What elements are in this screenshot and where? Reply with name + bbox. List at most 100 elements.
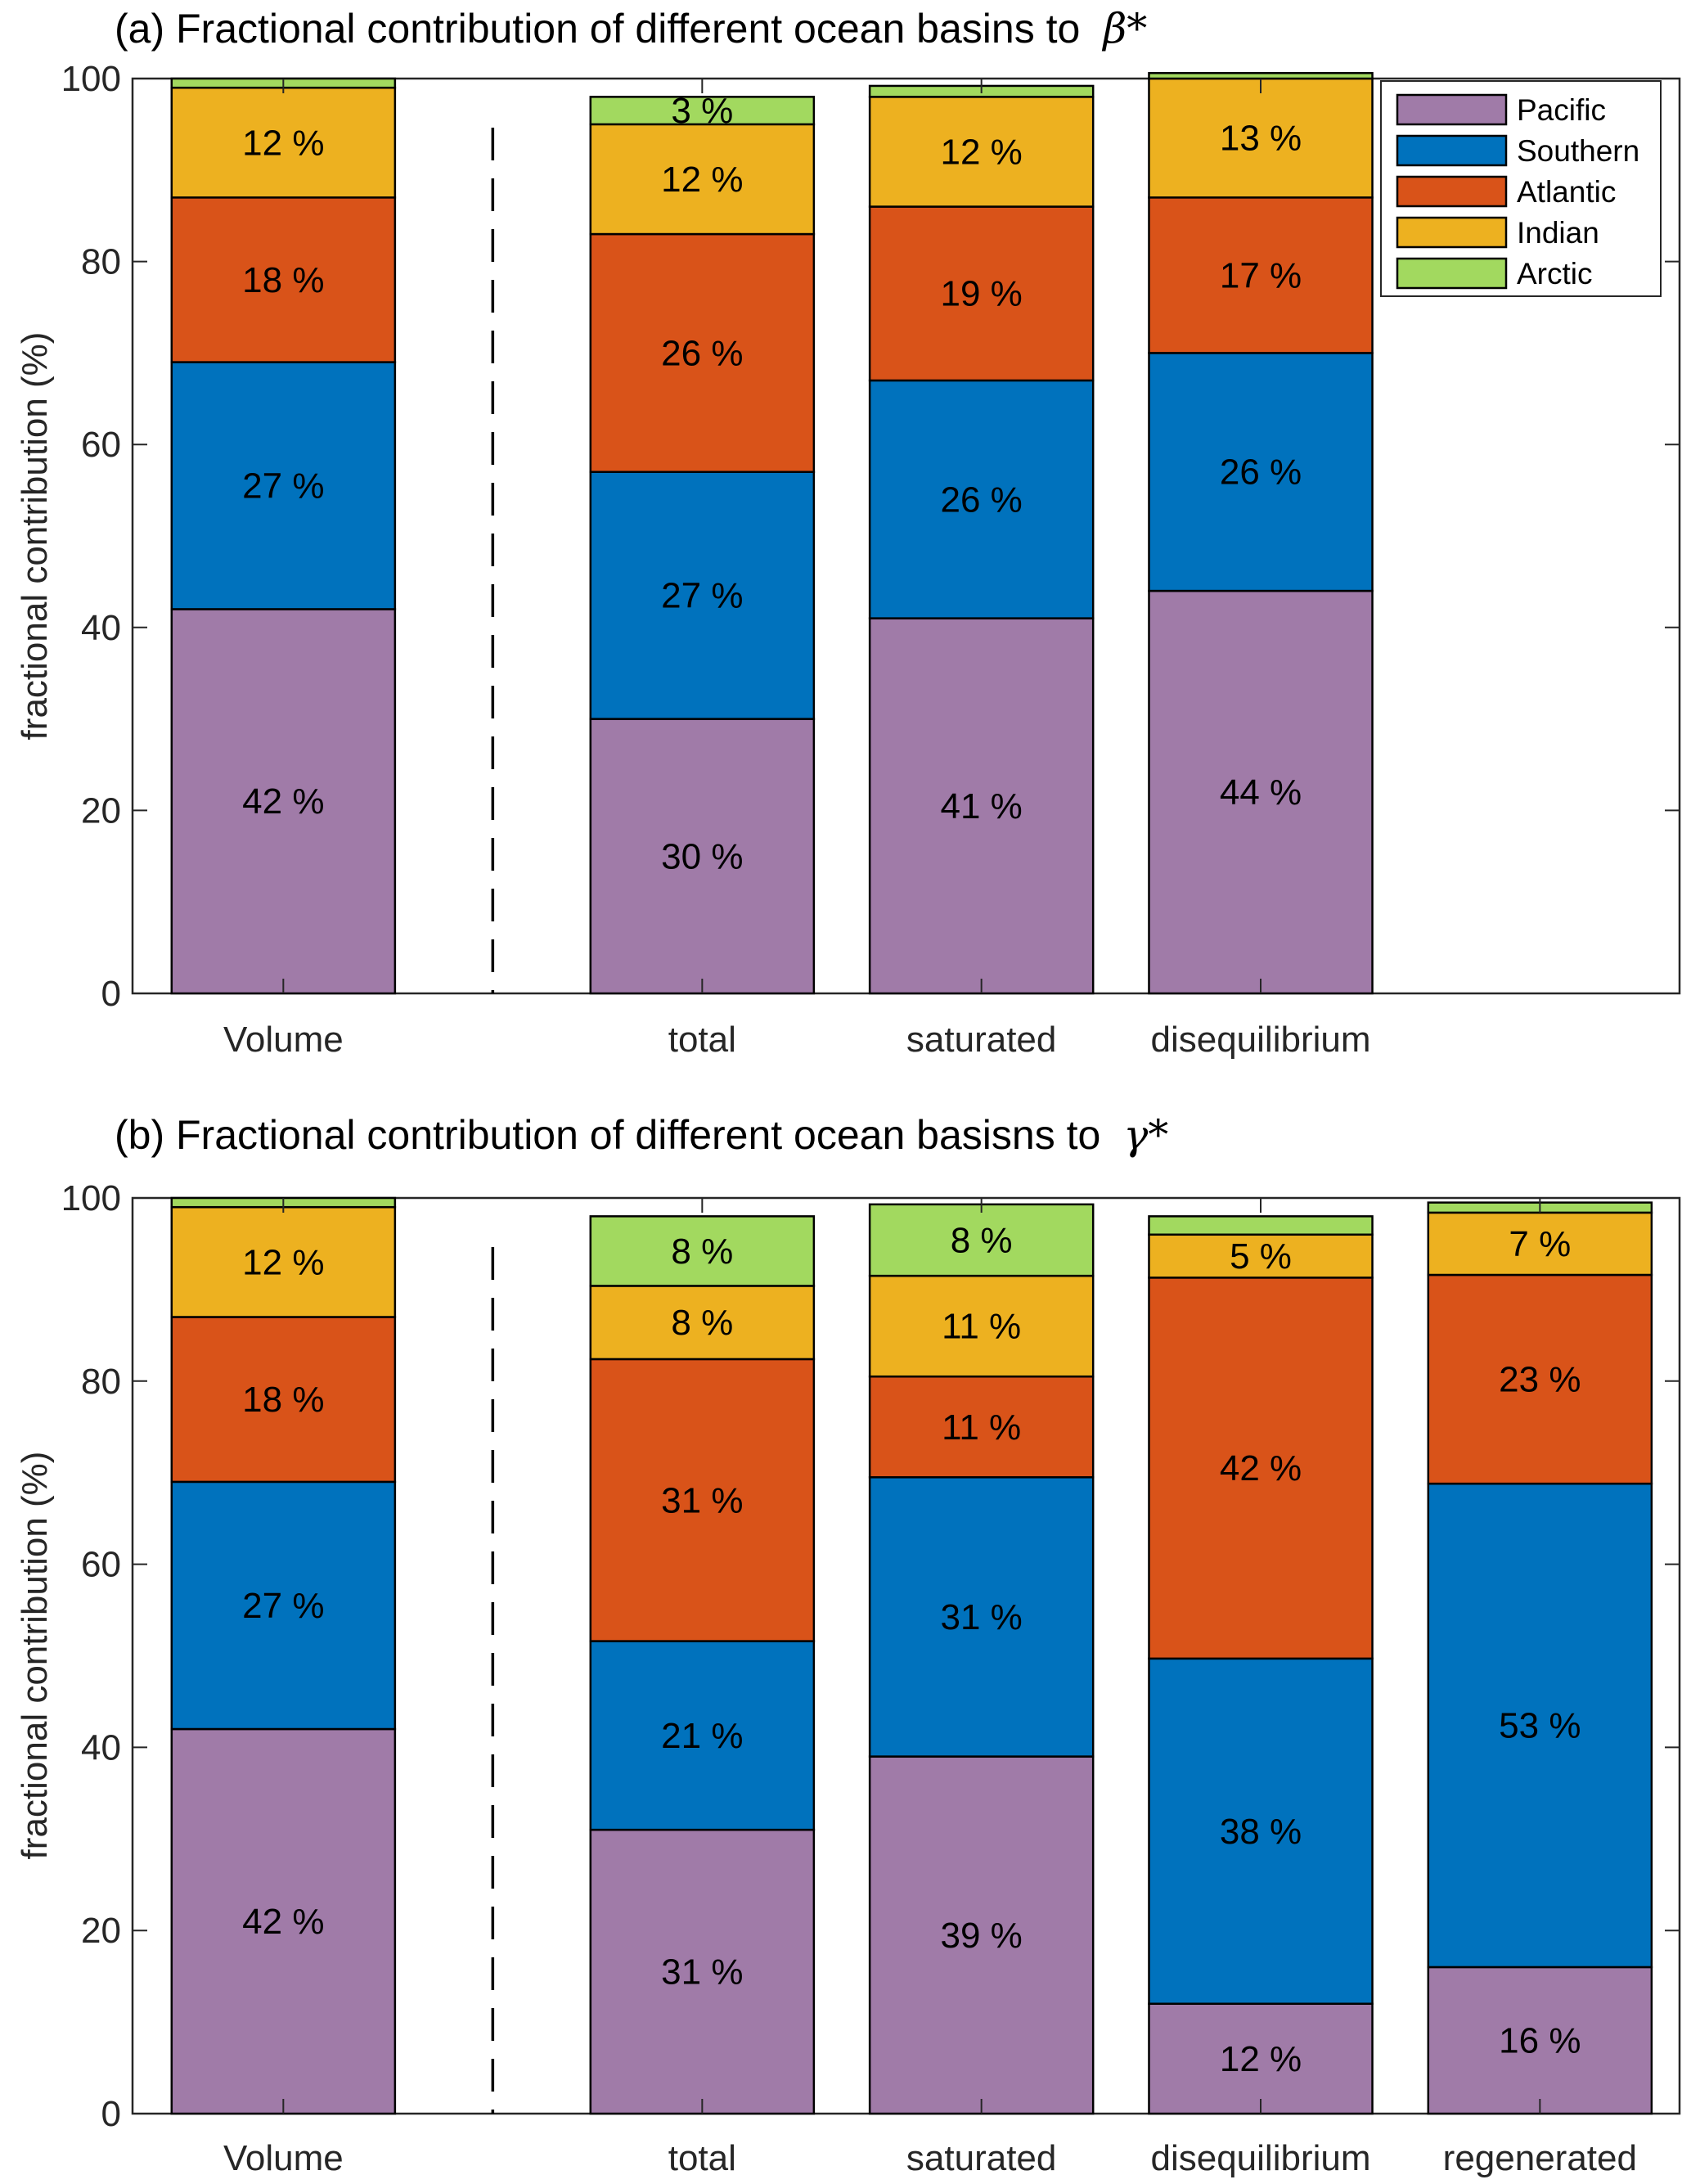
data-label: 27 % — [242, 466, 324, 507]
chart-title-symbol: β* — [1101, 5, 1147, 52]
x-tick-label: saturated — [906, 2138, 1056, 2178]
y-tick-label: 0 — [101, 974, 121, 1014]
x-tick-label: Volume — [223, 1020, 344, 1060]
data-label: 26 % — [1220, 453, 1302, 493]
legend-swatch-arctic — [1396, 257, 1508, 290]
bar-pacific-saturated — [868, 617, 1095, 995]
x-tick-label: disequilibrium — [1150, 2138, 1370, 2178]
y-tick-label: 60 — [81, 1545, 121, 1585]
bar-indian-disequilibrium — [1148, 77, 1374, 199]
legend-swatch-southern — [1396, 134, 1508, 167]
data-label: 38 % — [1220, 1812, 1302, 1852]
bar-atlantic-disequilibrium — [1148, 1277, 1374, 1660]
bar-indian-regenerated — [1427, 1211, 1653, 1277]
data-label: 12 % — [1220, 2039, 1302, 2079]
data-label: 3 % — [671, 91, 733, 131]
legend-label: Southern — [1517, 134, 1639, 168]
data-label: 11 % — [942, 1307, 1021, 1347]
bar-pacific-disequilibrium — [1148, 589, 1374, 995]
data-label: 8 % — [951, 1220, 1013, 1260]
bar-pacific-Volume — [170, 1727, 397, 2115]
data-label: 8 % — [671, 1303, 733, 1343]
legend-swatch-indian — [1396, 216, 1508, 249]
data-label: 27 % — [242, 1586, 324, 1626]
y-tick-label: 20 — [81, 1911, 121, 1951]
bar-pacific-saturated — [868, 1755, 1095, 2115]
legend-swatch-atlantic — [1396, 175, 1508, 208]
chart-title: (b) Fractional contribution of different… — [115, 1112, 1100, 1158]
y-tick-label: 100 — [61, 1178, 121, 1218]
bar-southern-Volume — [170, 361, 397, 610]
bar-pacific-disequilibrium — [1148, 2002, 1374, 2115]
y-tick-label: 40 — [81, 608, 121, 648]
x-tick-label: disequilibrium — [1150, 1020, 1370, 1060]
bar-southern-disequilibrium — [1148, 352, 1374, 592]
data-label: 53 % — [1499, 1706, 1581, 1746]
bar-pacific-total — [589, 1828, 816, 2115]
bar-atlantic-saturated — [868, 205, 1095, 382]
data-label: 23 % — [1499, 1360, 1581, 1400]
data-label: 42 % — [242, 1902, 324, 1942]
data-label: 8 % — [671, 1232, 733, 1272]
data-label: 12 % — [242, 1242, 324, 1282]
data-label: 26 % — [661, 333, 743, 373]
data-label: 19 % — [941, 274, 1023, 314]
bar-atlantic-total — [589, 1358, 816, 1642]
bar-atlantic-regenerated — [1427, 1273, 1653, 1485]
legend-label: Pacific — [1517, 93, 1606, 127]
legend-label: Arctic — [1517, 257, 1593, 290]
data-label: 12 % — [242, 123, 324, 163]
y-tick-label: 80 — [81, 1362, 121, 1402]
x-tick-label: saturated — [906, 1020, 1056, 1060]
data-label: 21 % — [661, 1716, 743, 1756]
bar-arctic-disequilibrium — [1148, 72, 1374, 80]
data-label: 12 % — [661, 160, 743, 200]
data-label: 27 % — [661, 576, 743, 616]
data-label: 13 % — [1220, 119, 1302, 159]
bar-arctic-total — [589, 1215, 816, 1287]
bar-southern-saturated — [868, 379, 1095, 619]
bar-arctic-disequilibrium — [1148, 1215, 1374, 1236]
data-label: 30 % — [661, 836, 743, 876]
bar-southern-Volume — [170, 1480, 397, 1731]
chart-title-symbol: γ* — [1123, 1111, 1168, 1159]
legend-swatch-pacific — [1396, 93, 1508, 126]
legend: Pacific Southern Atlantic Indian Arctic — [1380, 80, 1662, 297]
bar-southern-disequilibrium — [1148, 1657, 1374, 2005]
y-tick-label: 60 — [81, 425, 121, 465]
bar-arctic-total — [589, 96, 816, 126]
legend-label: Indian — [1517, 216, 1599, 250]
data-label: 11 % — [942, 1407, 1021, 1448]
bar-atlantic-total — [589, 232, 816, 473]
data-label: 18 % — [242, 260, 324, 300]
bar-indian-Volume — [170, 86, 397, 199]
bar-arctic-saturated — [868, 1203, 1095, 1277]
data-label: 26 % — [941, 480, 1023, 520]
bar-indian-saturated — [868, 1274, 1095, 1378]
y-tick-label: 100 — [61, 59, 121, 99]
data-label: 5 % — [1230, 1236, 1292, 1277]
bar-indian-disequilibrium — [1148, 1233, 1374, 1279]
chart-title: (a) Fractional contribution of different… — [115, 6, 1080, 52]
legend-label: Atlantic — [1517, 175, 1616, 209]
x-tick-label: total — [668, 1020, 736, 1060]
data-label: 12 % — [941, 132, 1023, 172]
y-tick-label: 40 — [81, 1727, 121, 1767]
bar-southern-regenerated — [1427, 1482, 1653, 1969]
data-label: 16 % — [1499, 2020, 1581, 2060]
bar-atlantic-Volume — [170, 1316, 397, 1484]
data-label: 7 % — [1509, 1224, 1571, 1264]
panel-b: (b) Fractional contribution of different… — [15, 1111, 1681, 2178]
x-tick-label: Volume — [223, 2138, 344, 2178]
data-label: 31 % — [661, 1952, 743, 1993]
data-label: 31 % — [661, 1480, 743, 1520]
bar-indian-total — [589, 1285, 816, 1361]
data-label: 39 % — [941, 1916, 1023, 1956]
data-label: 41 % — [941, 786, 1023, 826]
bar-indian-saturated — [868, 96, 1095, 208]
data-label: 42 % — [242, 781, 324, 822]
bar-southern-saturated — [868, 1476, 1095, 1758]
panel-a: (a) Fractional contribution of different… — [15, 5, 1681, 1060]
data-label: 42 % — [1220, 1448, 1302, 1488]
